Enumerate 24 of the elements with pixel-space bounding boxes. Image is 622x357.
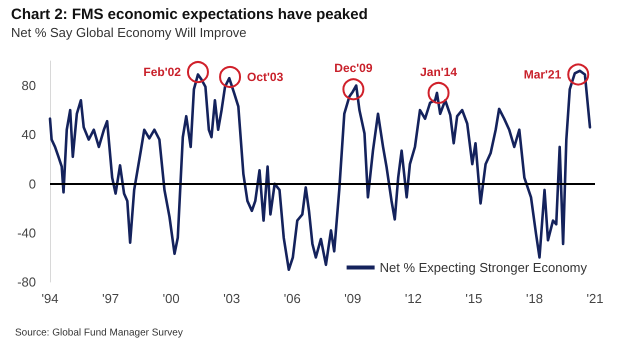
chart-subtitle: Net % Say Global Economy Will Improve bbox=[11, 25, 247, 40]
x-tick-label: '94 bbox=[42, 291, 58, 306]
annotation: Jan'14 bbox=[420, 64, 458, 79]
x-tick-label: '18 bbox=[526, 291, 543, 306]
chart-title: Chart 2: FMS economic expectations have peaked bbox=[11, 6, 368, 23]
x-tick-label: '06 bbox=[284, 291, 301, 306]
y-tick-label: -80 bbox=[17, 274, 36, 290]
annotation: Dec'09 bbox=[334, 61, 373, 76]
y-tick-label: 0 bbox=[28, 176, 36, 192]
y-tick-label: 40 bbox=[22, 127, 36, 142]
x-tick-label: '15 bbox=[465, 291, 482, 306]
x-tick-label: '12 bbox=[404, 291, 422, 306]
source-note: Source: Global Fund Manager Survey bbox=[15, 328, 183, 338]
x-tick-label: '00 bbox=[162, 291, 180, 306]
x-tick-label: '97 bbox=[102, 291, 120, 306]
x-tick-label: '03 bbox=[223, 291, 240, 306]
annotation: Mar'21 bbox=[524, 68, 562, 82]
legend-label: Net % Expecting Stronger Economy bbox=[380, 260, 588, 275]
y-tick-label: 80 bbox=[22, 78, 36, 94]
annotation: Oct'03 bbox=[247, 70, 284, 84]
x-tick-label: '09 bbox=[344, 291, 362, 306]
x-tick-label: '21 bbox=[586, 291, 604, 306]
annotation: Feb'02 bbox=[143, 65, 182, 80]
y-tick-label: -40 bbox=[17, 225, 36, 240]
